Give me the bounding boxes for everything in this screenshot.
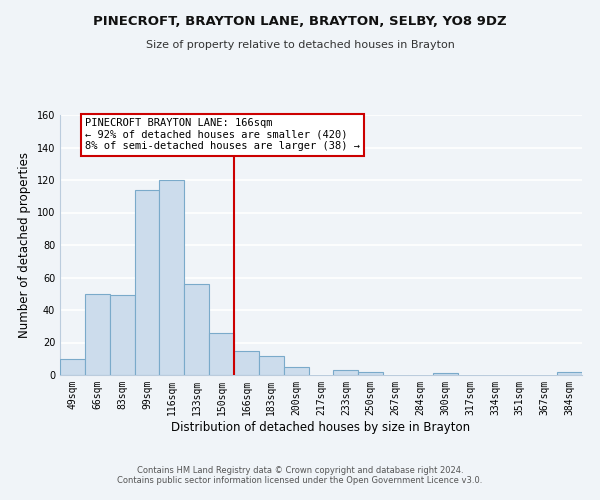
Bar: [60, 359, 85, 375]
Bar: [234, 350, 259, 375]
Bar: [358, 372, 383, 375]
Text: PINECROFT BRAYTON LANE: 166sqm
← 92% of detached houses are smaller (420)
8% of : PINECROFT BRAYTON LANE: 166sqm ← 92% of …: [85, 118, 360, 152]
Bar: [259, 356, 284, 375]
Bar: [184, 284, 209, 375]
Y-axis label: Number of detached properties: Number of detached properties: [18, 152, 31, 338]
Text: Size of property relative to detached houses in Brayton: Size of property relative to detached ho…: [146, 40, 454, 50]
Bar: [160, 180, 184, 375]
Bar: [334, 370, 358, 375]
Text: Contains HM Land Registry data © Crown copyright and database right 2024.
Contai: Contains HM Land Registry data © Crown c…: [118, 466, 482, 485]
Text: PINECROFT, BRAYTON LANE, BRAYTON, SELBY, YO8 9DZ: PINECROFT, BRAYTON LANE, BRAYTON, SELBY,…: [93, 15, 507, 28]
Bar: [557, 372, 582, 375]
X-axis label: Distribution of detached houses by size in Brayton: Distribution of detached houses by size …: [172, 420, 470, 434]
Bar: [85, 294, 110, 375]
Bar: [110, 296, 134, 375]
Bar: [284, 367, 308, 375]
Bar: [134, 190, 160, 375]
Bar: [433, 374, 458, 375]
Bar: [209, 333, 234, 375]
